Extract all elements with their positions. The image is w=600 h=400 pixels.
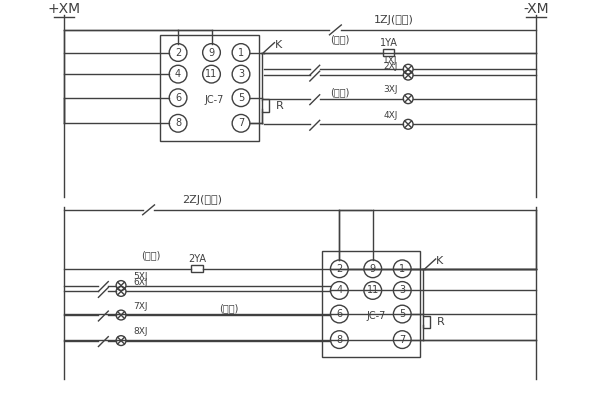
Text: 1YA: 1YA bbox=[380, 38, 397, 48]
Text: (启动): (启动) bbox=[220, 303, 239, 313]
Text: 1ZJ(复归): 1ZJ(复归) bbox=[373, 15, 413, 25]
Text: 5XJ: 5XJ bbox=[133, 272, 148, 281]
Text: 9: 9 bbox=[208, 48, 215, 58]
Text: 4: 4 bbox=[336, 286, 343, 296]
Text: 8XJ: 8XJ bbox=[133, 327, 148, 336]
Text: 6XJ: 6XJ bbox=[133, 278, 148, 287]
Text: (启动): (启动) bbox=[329, 87, 349, 97]
Text: 8: 8 bbox=[175, 118, 181, 128]
Text: 7: 7 bbox=[399, 335, 406, 345]
Text: +XM: +XM bbox=[47, 2, 80, 16]
Bar bbox=[383, 49, 394, 56]
Text: 2XJ: 2XJ bbox=[383, 62, 398, 71]
Text: 5: 5 bbox=[399, 309, 406, 319]
Bar bbox=[160, 35, 259, 141]
Text: 6: 6 bbox=[175, 93, 181, 103]
Text: 11: 11 bbox=[367, 286, 379, 296]
Text: 9: 9 bbox=[370, 264, 376, 274]
Text: 2: 2 bbox=[175, 48, 181, 58]
Text: 3: 3 bbox=[399, 286, 406, 296]
Text: 3: 3 bbox=[238, 69, 244, 79]
Text: R: R bbox=[275, 101, 283, 111]
Text: 1: 1 bbox=[238, 48, 244, 58]
Text: 8: 8 bbox=[336, 335, 343, 345]
Text: 4: 4 bbox=[175, 69, 181, 79]
Bar bbox=[322, 251, 420, 357]
Text: 7XJ: 7XJ bbox=[133, 302, 148, 311]
Text: JC-7: JC-7 bbox=[205, 95, 224, 105]
Text: 2YA: 2YA bbox=[188, 254, 206, 264]
Text: R: R bbox=[437, 317, 445, 327]
Text: K: K bbox=[436, 256, 443, 266]
Text: (试验): (试验) bbox=[141, 250, 160, 260]
Text: 1XJ: 1XJ bbox=[383, 56, 398, 65]
Text: 7: 7 bbox=[238, 118, 244, 128]
Text: 4XJ: 4XJ bbox=[383, 111, 398, 120]
Bar bbox=[191, 265, 203, 272]
Text: 5: 5 bbox=[238, 93, 244, 103]
Text: 2: 2 bbox=[336, 264, 343, 274]
Text: 2ZJ(复归): 2ZJ(复归) bbox=[182, 195, 221, 205]
Text: (试验): (试验) bbox=[329, 34, 349, 44]
Text: -XM: -XM bbox=[523, 2, 549, 16]
Text: JC-7: JC-7 bbox=[366, 311, 385, 321]
Text: 3XJ: 3XJ bbox=[383, 85, 398, 94]
Text: K: K bbox=[275, 40, 282, 50]
Text: 11: 11 bbox=[205, 69, 218, 79]
Bar bbox=[424, 316, 430, 328]
Text: 1: 1 bbox=[399, 264, 406, 274]
Text: 6: 6 bbox=[336, 309, 343, 319]
Bar bbox=[262, 99, 269, 112]
